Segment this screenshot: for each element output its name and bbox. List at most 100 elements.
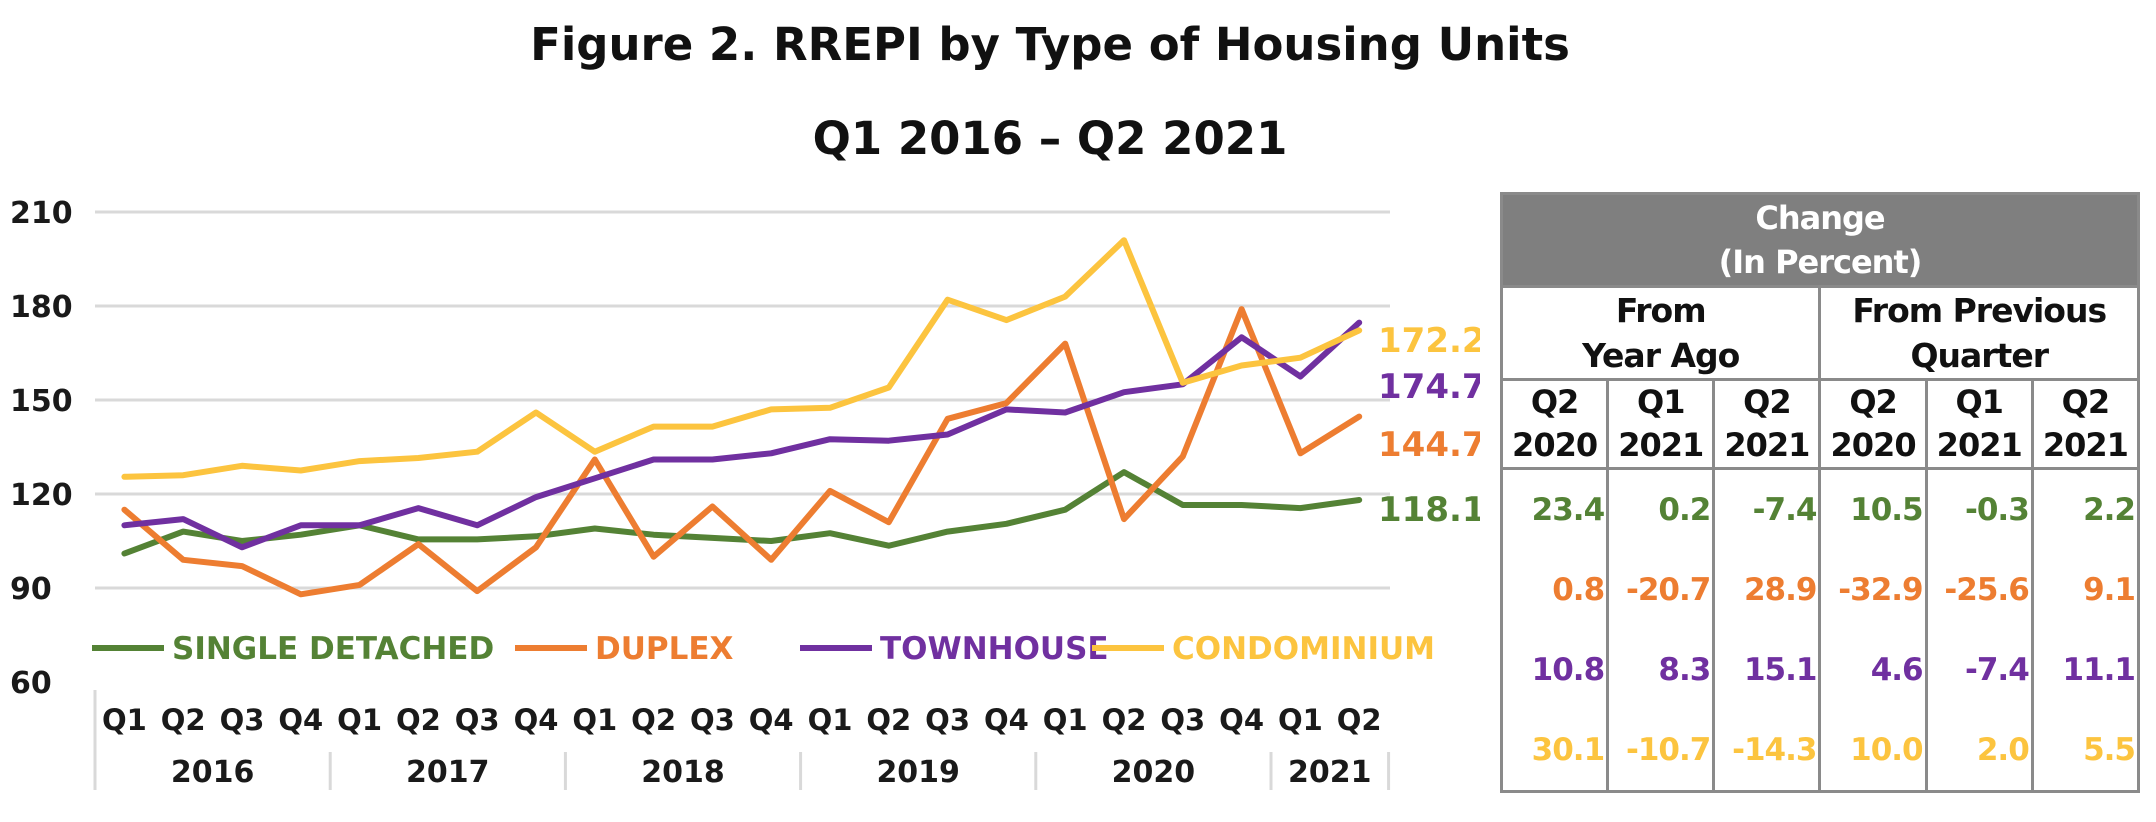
- x-tick-label: Q3: [220, 703, 265, 737]
- table-column-header-year: 2020: [1830, 426, 1917, 464]
- series-end-labels: 118.1 144.7 174.7 172.2: [1378, 321, 1480, 530]
- x-tick-label: Q4: [984, 703, 1029, 737]
- series-line-townhouse: [121, 319, 1363, 551]
- x-axis: Q1 Q2 Q3 Q4 Q1 Q2 Q3 Q4 Q1 Q2 Q3 Q4 Q1 Q2 Q3 Q4 Q1 Q2 Q3 Q4…: [93, 690, 1391, 790]
- table-row: 0.8 -20.7 28.9 -32.9 -25.6 9.1: [1499, 550, 2141, 630]
- legend-label-condominium: CONDOMINIUM: [1172, 631, 1435, 667]
- table-cell: 9.1: [2030, 550, 2141, 630]
- table-column-header: Q2 2021: [2030, 378, 2141, 470]
- y-tick-label: 180: [10, 290, 73, 325]
- series-line-duplex: [121, 306, 1363, 598]
- x-tick-label: Q4: [278, 703, 323, 737]
- y-axis: 60 90 120 150 180 210: [10, 196, 73, 701]
- table-cell: -7.4: [1924, 630, 2034, 710]
- table-cell: 2.0: [1924, 710, 2034, 793]
- table-group-row: From Year Ago From Previous Quarter: [1499, 285, 2140, 381]
- y-tick-label: 90: [10, 572, 52, 607]
- x-tick-label: Q2: [1102, 703, 1147, 737]
- table-cell: 0.2: [1606, 467, 1716, 550]
- table-cell: -20.7: [1606, 550, 1716, 630]
- end-label-condominium: 172.2: [1378, 321, 1480, 361]
- legend-label-single-detached: SINGLE DETACHED: [172, 631, 494, 667]
- table-cell: 11.1: [2030, 630, 2141, 710]
- series-lines: [121, 237, 1363, 598]
- table-cell: -32.9: [1818, 550, 1928, 630]
- x-tick-label: Q1: [808, 703, 853, 737]
- table-header-main-row: Change (In Percent): [1500, 192, 2140, 288]
- x-tick-label: Q2: [631, 703, 676, 737]
- x-tick-label: Q3: [925, 703, 970, 737]
- y-tick-label: 120: [10, 478, 73, 513]
- figure-title: Figure 2. RREPI by Type of Housing Units: [530, 18, 1570, 71]
- table-header-main-line1: Change: [1755, 199, 1885, 237]
- table-column-header-year: 2021: [1936, 426, 2023, 464]
- x-tick-label: Q2: [396, 703, 441, 737]
- table-cell: -0.3: [1924, 467, 2034, 550]
- table-cell: 5.5: [2030, 710, 2141, 793]
- table-header-main: Change (In Percent): [1500, 192, 2140, 288]
- y-tick-label: 210: [10, 196, 73, 231]
- x-tick-label: Q2: [161, 703, 206, 737]
- table-cell: 10.5: [1818, 467, 1928, 550]
- chart-gridlines: [95, 210, 1390, 590]
- table-column-header-year: 2021: [2042, 426, 2129, 464]
- x-tick-label: Q1: [572, 703, 617, 737]
- x-tick-label: Q3: [455, 703, 500, 737]
- table-cell: 23.4: [1499, 467, 1610, 550]
- table-group-previous-quarter-line1: From Previous: [1852, 291, 2107, 330]
- x-year-label: 2018: [641, 755, 725, 790]
- x-tick-label: Q2: [866, 703, 911, 737]
- table-column-header-quarter: Q1: [1637, 383, 1685, 421]
- table-row: 10.8 8.3 15.1 4.6 -7.4 11.1: [1499, 630, 2141, 710]
- chart-legend: SINGLE DETACHED DUPLEX TOWNHOUSE CONDOMINIU…: [92, 631, 1435, 667]
- end-label-duplex: 144.7: [1378, 425, 1480, 465]
- table-column-header-quarter: Q1: [1955, 383, 2003, 421]
- legend-label-duplex: DUPLEX: [595, 631, 734, 667]
- x-year-label: 2019: [876, 755, 960, 790]
- table-column-header-year: 2020: [1512, 426, 1598, 464]
- end-label-single-detached: 118.1: [1378, 490, 1480, 530]
- table-column-header: Q2 2020: [1818, 378, 1928, 470]
- x-tick-label: Q3: [690, 703, 735, 737]
- table-cell: 10.8: [1499, 630, 1610, 710]
- table-cell: -14.3: [1712, 710, 1822, 793]
- figure-subtitle: Q1 2016 – Q2 2021: [812, 112, 1288, 165]
- table-group-previous-quarter-line2: Quarter: [1910, 336, 2049, 375]
- x-tick-label: Q1: [337, 703, 382, 737]
- table-group-previous-quarter: From Previous Quarter: [1818, 285, 2140, 381]
- table-column-header-quarter: Q2: [1849, 383, 1897, 421]
- table-row: 30.1 -10.7 -14.3 10.0 2.0 5.5: [1499, 710, 2141, 793]
- change-table: Change (In Percent) From Year Ago From P…: [1499, 192, 2141, 793]
- line-chart: 60 90 120 150 180 210 Q1 Q2 Q3 Q4 Q1 Q2 Q3 Q4 Q1 Q2 Q3 Q…: [10, 196, 1480, 790]
- table-column-header-row: Q2 2020 Q1 2021 Q2 2021 Q2 2020 Q1 2021 Q2 2021: [1499, 378, 2141, 470]
- table-cell: 0.8: [1499, 550, 1610, 630]
- x-tick-label: Q1: [1278, 703, 1323, 737]
- x-year-label: 2021: [1288, 755, 1372, 790]
- y-tick-label: 60: [10, 666, 52, 701]
- table-column-header-year: 2021: [1724, 426, 1810, 464]
- series-line-condominium: [121, 237, 1363, 480]
- table-column-header: Q2 2021: [1712, 378, 1822, 470]
- table-cell: 10.0: [1818, 710, 1928, 793]
- table-header-main-line2: (In Percent): [1718, 243, 1923, 281]
- x-tick-label: Q1: [102, 703, 147, 737]
- table-cell: 28.9: [1712, 550, 1822, 630]
- table-column-header: Q1 2021: [1606, 378, 1716, 470]
- table-cell: 4.6: [1818, 630, 1928, 710]
- x-year-label: 2020: [1112, 755, 1196, 790]
- x-tick-label: Q4: [749, 703, 794, 737]
- legend-label-townhouse: TOWNHOUSE: [880, 631, 1109, 667]
- table-column-header: Q1 2021: [1924, 378, 2034, 470]
- x-tick-label: Q2: [1337, 703, 1382, 737]
- table-group-year-ago-line1: From: [1615, 291, 1707, 330]
- table-cell: -7.4: [1712, 467, 1822, 550]
- table-group-year-ago-line2: Year Ago: [1582, 336, 1740, 375]
- table-column-header: Q2 2020: [1499, 378, 1610, 470]
- x-year-label: 2017: [406, 755, 490, 790]
- table-row: 23.4 0.2 -7.4 10.5 -0.3 2.2: [1499, 467, 2141, 550]
- table-group-year-ago: From Year Ago: [1499, 285, 1822, 381]
- table-column-header-quarter: Q2: [1743, 383, 1791, 421]
- table-cell: 8.3: [1606, 630, 1716, 710]
- x-tick-label: Q1: [1043, 703, 1088, 737]
- y-tick-label: 150: [10, 384, 73, 419]
